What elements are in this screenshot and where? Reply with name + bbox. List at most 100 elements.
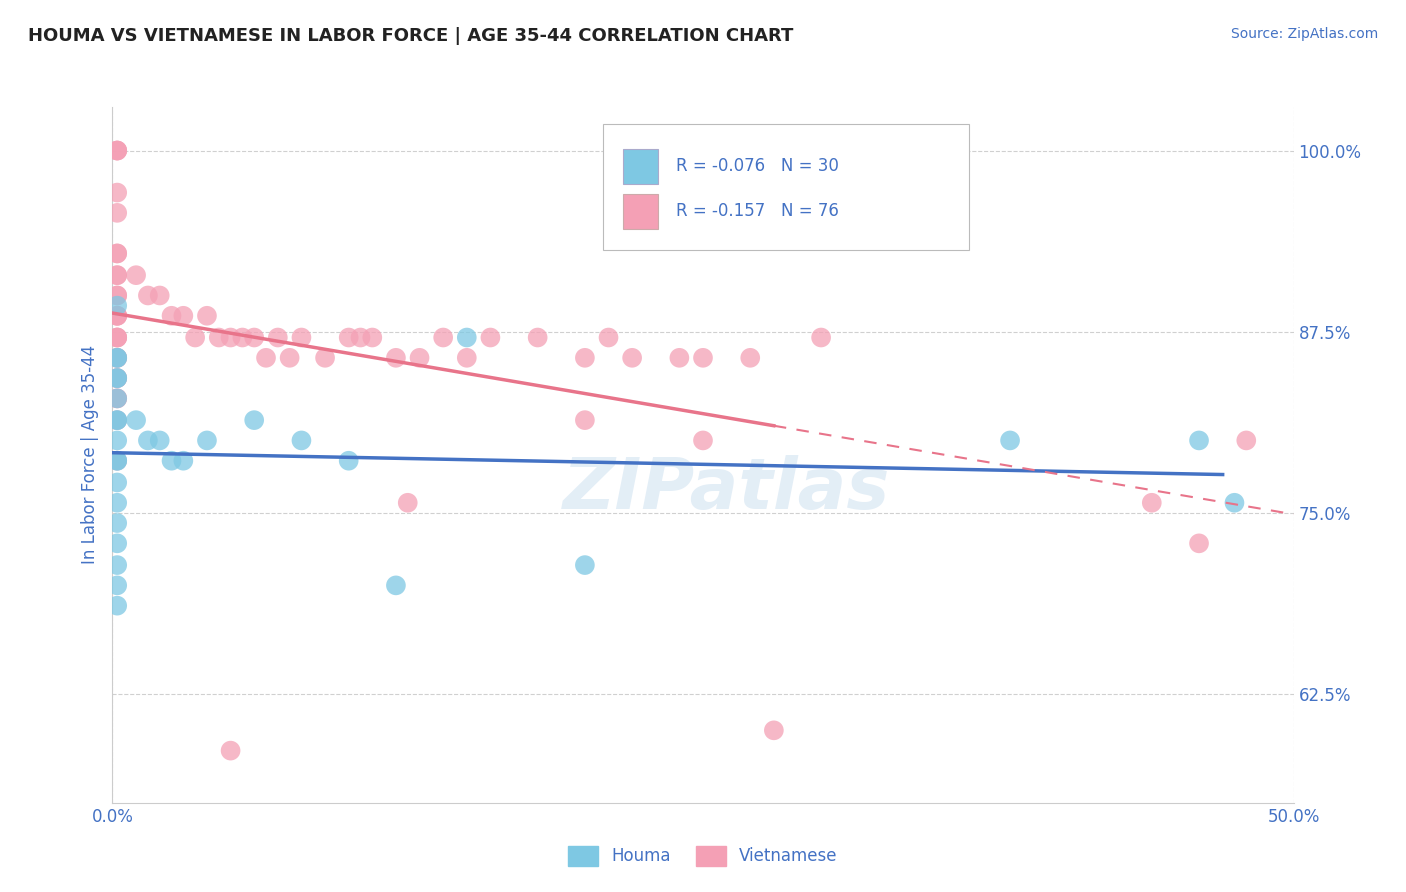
Point xyxy=(160,309,183,323)
Point xyxy=(105,413,128,427)
Point xyxy=(172,454,194,468)
Point xyxy=(267,330,290,344)
Point xyxy=(105,371,128,385)
Y-axis label: In Labor Force | Age 35-44: In Labor Force | Age 35-44 xyxy=(82,345,100,565)
Point xyxy=(105,516,128,530)
Point xyxy=(125,413,148,427)
FancyBboxPatch shape xyxy=(623,194,658,229)
Point xyxy=(105,309,128,323)
Point xyxy=(456,351,478,365)
Point xyxy=(195,434,218,448)
Point xyxy=(254,351,277,365)
Point xyxy=(105,351,128,365)
Point xyxy=(396,496,419,510)
Point xyxy=(172,309,194,323)
Point xyxy=(105,392,128,406)
Point xyxy=(290,434,312,448)
Point xyxy=(810,330,832,344)
Point xyxy=(762,723,785,738)
Point xyxy=(574,558,596,573)
Point xyxy=(105,371,128,385)
Point xyxy=(105,578,128,592)
Point xyxy=(574,351,596,365)
Point xyxy=(105,309,128,323)
Point xyxy=(105,536,128,550)
Point xyxy=(692,434,714,448)
Point xyxy=(105,246,128,260)
Point xyxy=(105,475,128,490)
Point xyxy=(621,351,644,365)
Point xyxy=(105,413,128,427)
Point xyxy=(136,434,159,448)
Point xyxy=(385,351,408,365)
Point xyxy=(1223,496,1246,510)
Point xyxy=(105,392,128,406)
Point xyxy=(668,351,690,365)
Point xyxy=(231,330,253,344)
Point xyxy=(740,351,762,365)
FancyBboxPatch shape xyxy=(603,124,969,250)
Point xyxy=(149,434,172,448)
Point xyxy=(105,206,128,220)
Point xyxy=(105,288,128,302)
Point xyxy=(105,371,128,385)
Point xyxy=(105,288,128,302)
Point xyxy=(105,392,128,406)
Point xyxy=(598,330,620,344)
Point xyxy=(105,144,128,158)
Text: R = -0.157   N = 76: R = -0.157 N = 76 xyxy=(676,202,839,220)
Point xyxy=(290,330,312,344)
Point xyxy=(692,351,714,365)
Point xyxy=(105,454,128,468)
Point xyxy=(105,558,128,573)
Point xyxy=(105,268,128,282)
Text: ZIPatlas: ZIPatlas xyxy=(562,455,890,524)
Point xyxy=(105,144,128,158)
Point xyxy=(105,246,128,260)
Point xyxy=(105,330,128,344)
Point xyxy=(105,351,128,365)
Point xyxy=(349,330,371,344)
Point xyxy=(105,434,128,448)
Point xyxy=(479,330,502,344)
Point xyxy=(105,413,128,427)
Point xyxy=(105,330,128,344)
Point xyxy=(408,351,430,365)
Legend: Houma, Vietnamese: Houma, Vietnamese xyxy=(560,838,846,874)
Point xyxy=(278,351,301,365)
Point xyxy=(998,434,1021,448)
Point xyxy=(195,309,218,323)
Point xyxy=(1234,434,1257,448)
Point xyxy=(526,330,548,344)
FancyBboxPatch shape xyxy=(623,149,658,184)
Point xyxy=(337,454,360,468)
Point xyxy=(125,268,148,282)
Point xyxy=(432,330,454,344)
Point xyxy=(219,330,242,344)
Point xyxy=(136,288,159,302)
Point xyxy=(1140,496,1163,510)
Point xyxy=(105,144,128,158)
Point xyxy=(219,744,242,758)
Point xyxy=(105,309,128,323)
Text: Source: ZipAtlas.com: Source: ZipAtlas.com xyxy=(1230,27,1378,41)
Point xyxy=(385,578,408,592)
Point xyxy=(1188,434,1211,448)
Point xyxy=(105,351,128,365)
Point xyxy=(208,330,231,344)
Point xyxy=(149,288,172,302)
Text: HOUMA VS VIETNAMESE IN LABOR FORCE | AGE 35-44 CORRELATION CHART: HOUMA VS VIETNAMESE IN LABOR FORCE | AGE… xyxy=(28,27,793,45)
Point xyxy=(105,268,128,282)
Point xyxy=(184,330,207,344)
Point xyxy=(105,299,128,313)
Point xyxy=(105,454,128,468)
Point xyxy=(337,330,360,344)
Point xyxy=(105,351,128,365)
Point xyxy=(105,371,128,385)
Point xyxy=(243,330,266,344)
Point xyxy=(105,330,128,344)
Point xyxy=(105,186,128,200)
Point xyxy=(105,496,128,510)
Point xyxy=(105,599,128,613)
Point xyxy=(314,351,336,365)
